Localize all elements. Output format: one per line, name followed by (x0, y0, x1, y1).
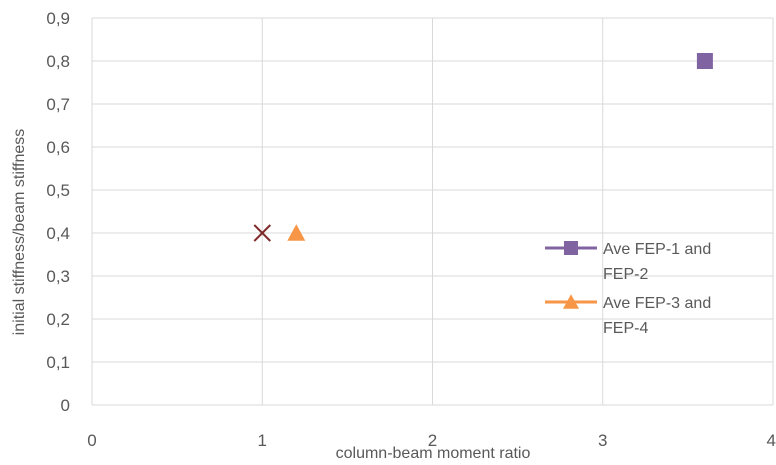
y-tick-label: 0,8 (46, 52, 70, 71)
tick-labels: 0 0,1 0,2 0,3 0,4 0,5 0,6 0,7 0,8 0,9 0 1 2 3 4 (46, 9, 776, 450)
y-tick-label: 0,7 (46, 95, 70, 114)
y-tick-label: 0,6 (46, 138, 70, 157)
legend-label: Ave FEP-3 and (603, 295, 711, 312)
data-points (253, 53, 713, 242)
data-point-triangle (287, 224, 306, 241)
x-tick-label: 0 (87, 431, 96, 450)
x-marker-stroke (253, 224, 271, 242)
legend-entry: Ave FEP-1 and FEP-2 (545, 241, 711, 283)
legend-label: Ave FEP-1 and (603, 241, 711, 258)
y-tick-label: 0,2 (46, 310, 70, 329)
x-tick-label: 2 (428, 431, 437, 450)
legend: Ave FEP-1 and FEP-2 Ave FEP-3 and FEP-4 (545, 241, 711, 337)
data-point-square (696, 53, 713, 69)
x-tick-label: 4 (767, 431, 776, 450)
y-tick-label: 0,9 (46, 9, 70, 28)
legend-label: FEP-2 (603, 266, 648, 283)
legend-marker-square (564, 241, 578, 255)
gridlines (91, 17, 774, 406)
x-tick-label: 1 (258, 431, 267, 450)
y-tick-label: 0 (61, 396, 70, 415)
y-tick-label: 0,4 (46, 224, 70, 243)
data-point-x (253, 224, 271, 242)
legend-marker-triangle (563, 294, 579, 309)
x-axis-title: column-beam moment ratio (336, 445, 531, 462)
legend-entry: Ave FEP-3 and FEP-4 (545, 294, 711, 337)
y-axis-title: initial stiffness/beam stiffness (11, 129, 28, 336)
y-tick-label: 0,5 (46, 181, 70, 200)
legend-label: FEP-4 (603, 320, 648, 337)
x-tick-label: 3 (598, 431, 607, 450)
y-tick-label: 0,3 (46, 267, 70, 286)
y-tick-label: 0,1 (46, 353, 70, 372)
